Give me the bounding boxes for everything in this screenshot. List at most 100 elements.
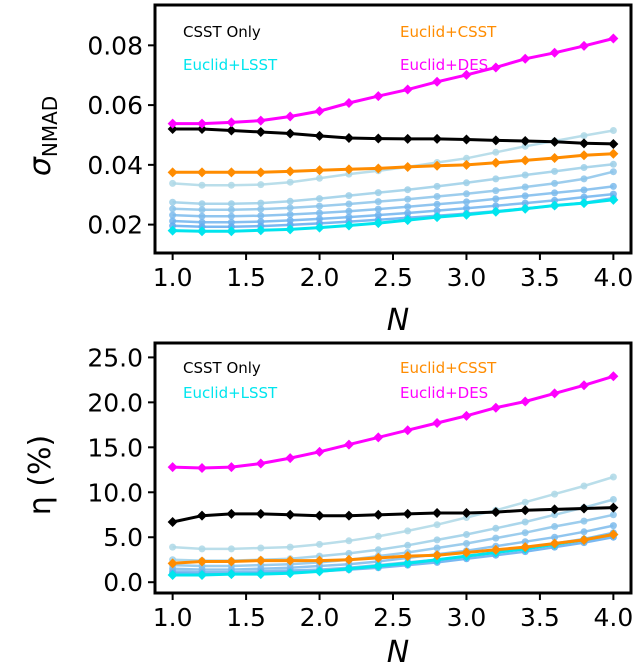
- series-point-euclid-lsst: [285, 568, 296, 579]
- series-point-euclid-des: [549, 47, 560, 58]
- faint-series-point: [492, 187, 500, 195]
- series-point-euclid-csst: [549, 538, 560, 549]
- faint-series-line-5: [172, 192, 614, 224]
- series-point-euclid-des: [285, 111, 296, 122]
- faint-series-point: [227, 545, 235, 553]
- faint-series-point: [463, 531, 470, 538]
- series-point-csst-only: [167, 124, 178, 134]
- series-point-euclid-lsst: [578, 198, 589, 209]
- legend-entry-csst-only: CSST Only: [183, 23, 261, 41]
- series-point-euclid-csst: [402, 551, 413, 562]
- faint-series-point: [257, 205, 265, 213]
- faint-series-point: [521, 171, 529, 179]
- series-point-csst-only: [608, 502, 619, 513]
- faint-series-point: [521, 199, 529, 207]
- series-point-euclid-csst: [255, 167, 266, 178]
- x-tick-label: 2.5: [373, 603, 413, 632]
- legend: CSST Only Euclid+CSST Euclid+LSST Euclid…: [183, 23, 497, 74]
- series-point-csst-only: [520, 505, 531, 516]
- series-point-euclid-lsst: [432, 212, 443, 223]
- series-point-euclid-des: [255, 115, 266, 126]
- eta-panel: η (%) 1.0 1.5 2.0 2.5 3.0 3.5 4.0 0.0 5.0 10.0 15.…: [23, 341, 633, 670]
- series-point-euclid-csst: [197, 556, 208, 567]
- series-point-euclid-csst: [226, 556, 237, 567]
- faint-series-point: [580, 186, 588, 194]
- series-point-csst-only: [226, 125, 237, 136]
- faint-series-point: [198, 212, 206, 220]
- y-tick-label: 0.02: [87, 211, 143, 240]
- series-point-csst-only: [167, 516, 178, 527]
- faint-series-point: [227, 181, 235, 189]
- series-point-euclid-csst: [402, 161, 413, 172]
- series-point-euclid-lsst: [314, 566, 325, 577]
- y-tick-label: 0.0: [103, 568, 143, 597]
- series-point-euclid-lsst: [373, 561, 384, 572]
- series-point-euclid-lsst: [226, 569, 237, 580]
- faint-series-point: [257, 544, 265, 552]
- series-point-euclid-csst: [167, 558, 178, 569]
- faint-series-point: [521, 142, 529, 150]
- series-point-euclid-csst: [226, 167, 237, 178]
- x-axis-label: N: [387, 303, 409, 338]
- faint-series-point: [521, 192, 529, 200]
- faint-series-point: [551, 511, 559, 519]
- series-point-euclid-csst: [432, 160, 443, 171]
- series-point-euclid-lsst: [373, 218, 384, 229]
- series-point-euclid-csst: [461, 159, 472, 170]
- faint-series-point: [286, 204, 294, 212]
- series-line-euclid-des: [172, 37, 614, 126]
- faint-series-point: [169, 211, 177, 219]
- series-point-euclid-csst: [285, 555, 296, 566]
- series-point-euclid-des: [608, 33, 619, 44]
- faint-series-point: [227, 212, 235, 220]
- series-point-euclid-csst: [314, 555, 325, 566]
- series-point-euclid-csst: [578, 150, 589, 161]
- faint-series-point: [257, 181, 265, 189]
- faint-series-point: [374, 546, 382, 554]
- series-point-euclid-csst: [608, 529, 619, 540]
- y-tick-label: 10.0: [87, 478, 143, 507]
- faint-series-point: [551, 523, 559, 530]
- series-point-csst-only: [520, 135, 531, 146]
- series-point-csst-only: [549, 136, 560, 147]
- faint-series-point: [580, 175, 588, 183]
- faint-series-point: [169, 198, 177, 206]
- series-point-euclid-lsst: [520, 203, 531, 214]
- series-point-csst-only: [343, 510, 354, 521]
- series-point-euclid-csst: [343, 554, 354, 565]
- faint-series-point: [374, 189, 382, 197]
- faint-series-point: [169, 205, 177, 213]
- series-point-euclid-lsst: [167, 225, 178, 236]
- series-point-csst-only: [608, 138, 619, 149]
- x-tick-label: 4.0: [593, 603, 633, 632]
- faint-series-point: [551, 179, 559, 187]
- x-tick-label: 3.0: [447, 263, 487, 292]
- series-point-csst-only: [226, 508, 237, 519]
- series-point-euclid-lsst: [402, 215, 413, 226]
- faint-series-point: [609, 496, 617, 503]
- faint-series-point: [609, 511, 617, 519]
- faint-series-line-2: [172, 163, 614, 205]
- series-point-csst-only: [461, 134, 472, 145]
- series-point-csst-only: [490, 135, 501, 146]
- series-point-euclid-csst: [373, 163, 384, 174]
- series-point-euclid-des: [549, 388, 560, 399]
- legend: CSST Only Euclid+CSST Euclid+LSST Euclid…: [183, 359, 497, 402]
- series-point-euclid-des: [520, 396, 531, 407]
- series-point-euclid-des: [373, 91, 384, 102]
- series-point-euclid-des: [197, 463, 208, 473]
- series-point-euclid-des: [490, 62, 501, 73]
- faint-series-point: [521, 183, 529, 191]
- faint-series-point: [345, 549, 353, 557]
- faint-series-point: [198, 545, 206, 553]
- legend-entry-euclid-des: Euclid+DES: [400, 384, 488, 402]
- series-line-csst-only: [172, 506, 614, 524]
- faint-series-point: [286, 197, 294, 205]
- faint-series-point: [492, 524, 500, 532]
- legend-entry-euclid-csst: Euclid+CSST: [400, 23, 497, 41]
- faint-series-point: [227, 206, 235, 214]
- series-point-euclid-lsst: [167, 570, 178, 581]
- faint-series-point: [609, 160, 617, 168]
- faint-series-line-3: [172, 513, 614, 568]
- series-point-euclid-des: [520, 53, 531, 64]
